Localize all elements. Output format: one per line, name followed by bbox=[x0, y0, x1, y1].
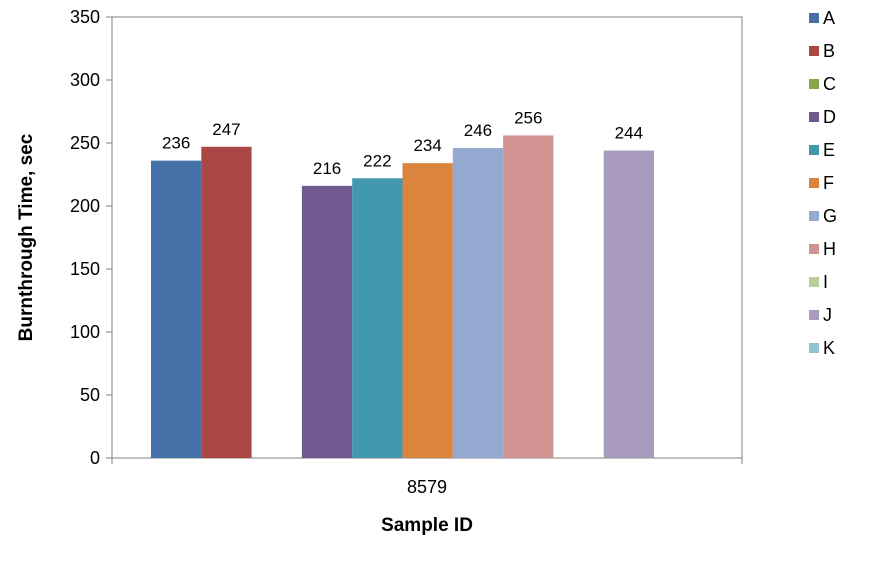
bar-a bbox=[151, 160, 202, 458]
data-label-h: 256 bbox=[514, 108, 542, 127]
y-tick-label: 50 bbox=[80, 385, 100, 405]
legend-swatch-d bbox=[809, 112, 819, 122]
data-label-e: 222 bbox=[363, 151, 391, 170]
legend-swatch-b bbox=[809, 46, 819, 56]
y-tick-label: 200 bbox=[70, 196, 100, 216]
legend-label-h: H bbox=[823, 239, 836, 259]
bar-h bbox=[503, 135, 554, 458]
legend-label-i: I bbox=[823, 272, 828, 292]
y-tick-label: 150 bbox=[70, 259, 100, 279]
legend-label-c: C bbox=[823, 74, 836, 94]
x-axis-title: Sample ID bbox=[381, 515, 473, 536]
x-axis: 8579 bbox=[111, 457, 743, 497]
data-label-d: 216 bbox=[313, 159, 341, 178]
legend-swatch-c bbox=[809, 79, 819, 89]
legend-swatch-h bbox=[809, 244, 819, 254]
legend-label-g: G bbox=[823, 206, 837, 226]
data-label-f: 234 bbox=[413, 136, 441, 155]
legend-swatch-a bbox=[809, 13, 819, 23]
data-label-j: 244 bbox=[615, 124, 643, 143]
data-label-group: 236 247 216 222 234 246 256 244 bbox=[162, 108, 643, 177]
legend-swatch-e bbox=[809, 145, 819, 155]
legend-label-a: A bbox=[823, 8, 835, 28]
bar-d bbox=[301, 185, 353, 458]
data-label-a: 236 bbox=[162, 134, 190, 153]
legend-swatch-f bbox=[809, 178, 819, 188]
y-axis: 0 50 100 150 200 250 300 350 bbox=[70, 7, 113, 468]
y-tick-label: 100 bbox=[70, 322, 100, 342]
bar-e bbox=[352, 178, 403, 458]
legend-label-b: B bbox=[823, 41, 835, 61]
y-tick-label: 300 bbox=[70, 70, 100, 90]
legend-label-d: D bbox=[823, 107, 836, 127]
data-label-b: 247 bbox=[212, 120, 240, 139]
y-tick-label: 250 bbox=[70, 133, 100, 153]
bar-b bbox=[201, 146, 252, 458]
bar-j bbox=[603, 150, 654, 458]
legend-label-f: F bbox=[823, 173, 834, 193]
y-tick-label: 0 bbox=[90, 448, 100, 468]
y-tick-label: 350 bbox=[70, 7, 100, 27]
legend-label-j: J bbox=[823, 305, 832, 325]
bar-f bbox=[402, 163, 453, 458]
bar-g bbox=[452, 148, 504, 459]
legend-swatch-g bbox=[809, 211, 819, 221]
legend-swatch-j bbox=[809, 310, 819, 320]
bar-series-group bbox=[151, 135, 654, 459]
legend-swatch-k bbox=[809, 343, 819, 353]
legend-label-k: K bbox=[823, 338, 835, 358]
y-axis-title: Burnthrough Time, sec bbox=[16, 133, 37, 341]
legend-swatch-i bbox=[809, 277, 819, 287]
x-tick-label: 8579 bbox=[407, 477, 447, 497]
data-label-g: 246 bbox=[464, 121, 492, 140]
legend-label-e: E bbox=[823, 140, 835, 160]
